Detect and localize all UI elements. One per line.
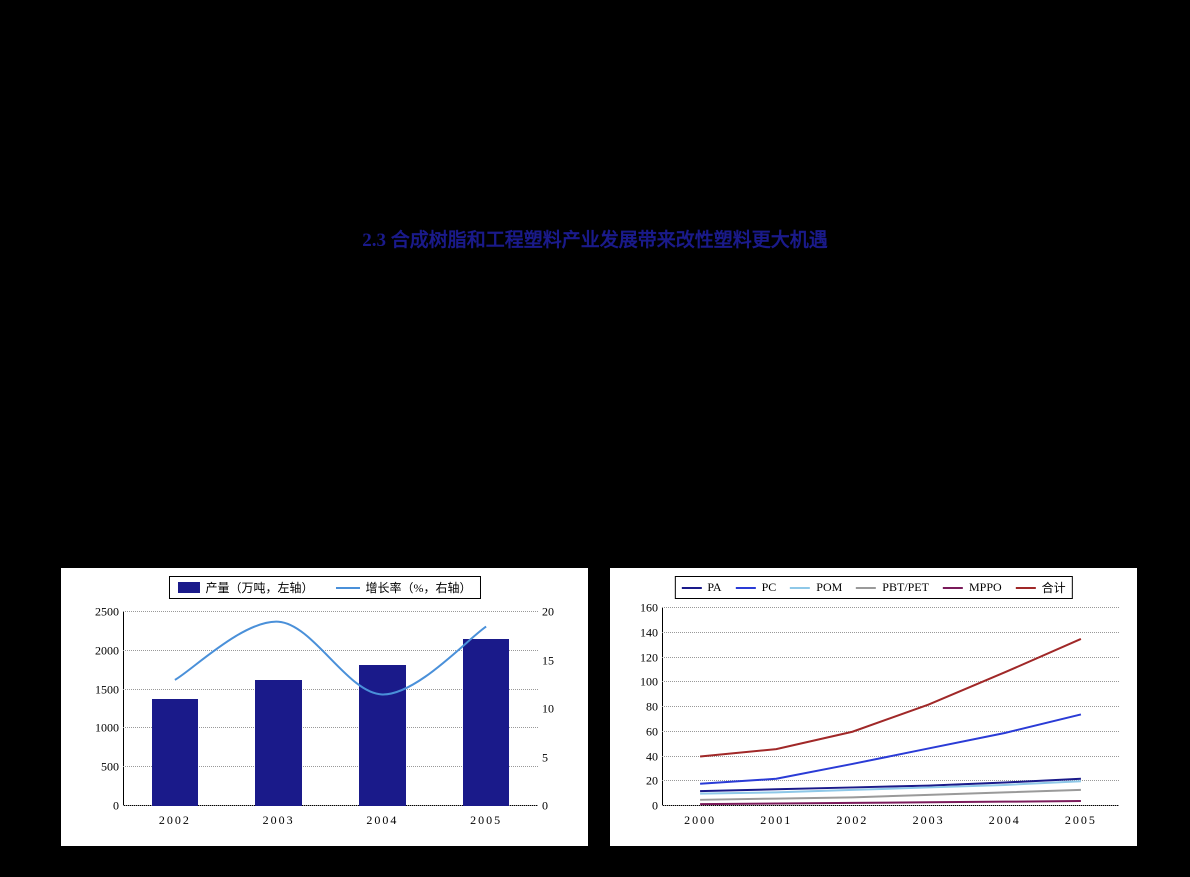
series-line-pc [700, 714, 1081, 783]
legend-label: PA [707, 580, 721, 595]
y-right-tick-label: 10 [542, 702, 568, 717]
section-title: 2.3 合成树脂和工程塑料产业发展带来改性塑料更大机遇 [0, 225, 1190, 252]
legend-item: 合计 [1016, 579, 1066, 596]
legend-swatch-line [943, 587, 963, 589]
y-tick-label: 140 [626, 625, 658, 640]
legend-item: MPPO [943, 579, 1002, 596]
y-left-tick-label: 0 [81, 799, 119, 814]
x-tick-label: 2004 [366, 813, 398, 828]
x-tick-label: 2001 [760, 813, 792, 828]
legend-item: 产量（万吨，左轴） [177, 579, 313, 596]
x-tick-label: 2005 [1065, 813, 1097, 828]
x-tick-label: 2002 [836, 813, 868, 828]
legend-swatch-line [681, 587, 701, 589]
series-line-pbt-pet [700, 790, 1081, 800]
legend-label: 增长率（%，右轴） [366, 579, 472, 596]
growth-rate-line [175, 622, 486, 695]
legend-label: POM [816, 580, 842, 595]
chart-right-eng-plastics: PAPCPOMPBT/PETMPPO合计 0204060801001201401… [609, 567, 1138, 847]
y-tick-label: 0 [626, 799, 658, 814]
y-left-tick-label: 500 [81, 760, 119, 775]
legend-swatch-bar [177, 582, 199, 593]
chart2-plot-area: 0204060801001201401602000200120022003200… [662, 608, 1119, 806]
y-left-tick-label: 2000 [81, 643, 119, 658]
legend-label: PBT/PET [882, 580, 929, 595]
y-tick-label: 40 [626, 749, 658, 764]
x-tick-label: 2002 [159, 813, 191, 828]
y-right-tick-label: 20 [542, 605, 568, 620]
legend-label: MPPO [969, 580, 1002, 595]
chart2-legend: PA PC POM PBT/PET MPPO 合计 [674, 576, 1072, 599]
y-right-tick-label: 5 [542, 750, 568, 765]
x-tick-label: 2003 [263, 813, 295, 828]
x-tick-label: 2004 [989, 813, 1021, 828]
series-line-total [700, 639, 1081, 757]
legend-swatch-line [856, 587, 876, 589]
legend-label: PC [762, 580, 777, 595]
x-tick-label: 2003 [913, 813, 945, 828]
legend-swatch-line [790, 587, 810, 589]
legend-swatch-line [736, 587, 756, 589]
y-right-tick-label: 15 [542, 653, 568, 668]
y-tick-label: 160 [626, 601, 658, 616]
chart1-legend: 产量（万吨，左轴） 增长率（%，右轴） [168, 576, 480, 599]
legend-label: 合计 [1042, 579, 1066, 596]
charts-row: 产量（万吨，左轴）增长率（%，右轴） 050010001500200025000… [60, 567, 1138, 847]
y-tick-label: 20 [626, 774, 658, 789]
x-tick-label: 2000 [684, 813, 716, 828]
y-tick-label: 80 [626, 700, 658, 715]
legend-item: POM [790, 579, 842, 596]
legend-swatch-line [1016, 587, 1036, 589]
x-tick-label: 2005 [470, 813, 502, 828]
legend-item: PBT/PET [856, 579, 929, 596]
legend-item: PA [681, 579, 721, 596]
chart1-line-overlay [123, 612, 538, 806]
legend-item: PC [736, 579, 777, 596]
chart1-plot-area: 0500100015002000250005101520200220032004… [123, 612, 538, 806]
chart2-line-overlay [662, 608, 1119, 806]
legend-swatch-line [336, 587, 360, 589]
y-tick-label: 100 [626, 675, 658, 690]
chart-left-synthetic-resin: 产量（万吨，左轴）增长率（%，右轴） 050010001500200025000… [60, 567, 589, 847]
y-tick-label: 60 [626, 724, 658, 739]
y-left-tick-label: 1000 [81, 721, 119, 736]
y-left-tick-label: 1500 [81, 682, 119, 697]
y-right-tick-label: 0 [542, 799, 568, 814]
y-left-tick-label: 2500 [81, 605, 119, 620]
legend-label: 产量（万吨，左轴） [205, 579, 313, 596]
series-line-mppo [700, 801, 1081, 804]
y-tick-label: 120 [626, 650, 658, 665]
legend-item: 增长率（%，右轴） [336, 579, 472, 596]
